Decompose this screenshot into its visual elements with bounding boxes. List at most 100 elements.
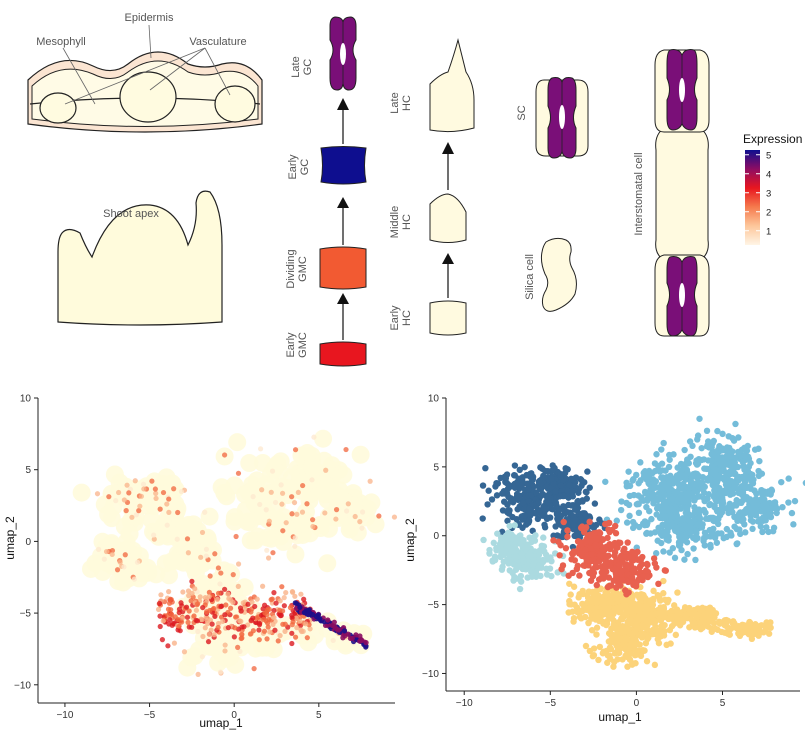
cluster-point: [637, 652, 645, 660]
cluster-point: [659, 475, 667, 483]
cluster-point: [675, 609, 683, 617]
cluster-point: [497, 534, 505, 541]
cluster-point: [725, 433, 732, 440]
cluster-point: [566, 580, 573, 587]
expression-point: [215, 624, 221, 631]
expression-point: [275, 638, 281, 644]
cluster-point: [635, 509, 643, 517]
cluster-point: [599, 536, 607, 543]
cluster-point: [599, 650, 607, 657]
cluster-point: [608, 625, 615, 632]
expression-point: [199, 529, 206, 536]
cluster-point: [516, 466, 523, 474]
cluster-point: [592, 609, 600, 616]
cluster-point: [690, 470, 697, 478]
cluster-point: [602, 544, 609, 551]
cluster-point: [633, 501, 641, 508]
expression-point: [283, 520, 289, 526]
expression-point: [200, 633, 206, 640]
cluster-point: [622, 587, 629, 594]
cluster-point: [690, 611, 697, 618]
cluster-point: [643, 567, 650, 574]
cluster-point: [587, 545, 594, 552]
expression-point: [103, 548, 110, 555]
cluster-point: [719, 494, 726, 502]
expression-point: [292, 634, 299, 640]
cluster-point: [685, 501, 692, 509]
background-cell: [105, 465, 124, 484]
cluster-point: [639, 647, 647, 654]
cluster-point: [651, 560, 659, 567]
background-cell: [138, 558, 157, 577]
background-cell: [286, 545, 305, 564]
cluster-point: [745, 483, 753, 491]
expression-point: [265, 624, 271, 630]
expression-point: [191, 613, 197, 619]
expression-point: [215, 590, 222, 596]
cluster-point: [626, 512, 633, 520]
expression-point: [249, 599, 255, 605]
expression-point: [223, 602, 229, 608]
cluster-point: [570, 583, 578, 590]
expression-point: [260, 583, 266, 589]
cluster-point: [607, 582, 615, 589]
cluster-point: [673, 512, 681, 519]
cluster-point: [572, 516, 579, 524]
expression-point: [155, 606, 162, 613]
cluster-point: [699, 617, 707, 624]
expression-point: [160, 618, 166, 624]
cluster-point: [666, 456, 673, 463]
cluster-point: [690, 534, 697, 542]
expression-point: [212, 551, 218, 557]
cluster-point: [620, 547, 627, 555]
cluster-point: [758, 487, 765, 495]
background-cell: [72, 483, 91, 502]
cluster-point: [552, 488, 559, 495]
legend-tick-label: 3: [766, 188, 771, 199]
cluster-point: [785, 499, 792, 506]
cluster-point: [578, 615, 585, 622]
expression-point: [94, 491, 101, 497]
expression-point: [289, 494, 295, 500]
cluster-point: [642, 489, 649, 497]
cluster-point: [572, 506, 579, 513]
cluster-point: [649, 619, 656, 626]
cluster-point: [508, 548, 515, 555]
cluster-point: [625, 596, 632, 604]
cluster-point: [666, 476, 673, 484]
expression-point: [359, 525, 365, 531]
cluster-point: [628, 574, 636, 581]
expression-point: [250, 494, 256, 500]
cluster-point: [692, 509, 700, 516]
expression-point: [214, 596, 220, 602]
cluster-point: [653, 505, 661, 512]
arrow-hc-head-2: [442, 142, 454, 154]
expression-point: [159, 637, 166, 643]
interstomatal-cell-label: Interstomatal cell: [633, 152, 645, 235]
expression-point-high: [349, 635, 355, 641]
cluster-point: [695, 521, 702, 528]
expression-point: [189, 578, 195, 584]
cluster-point: [720, 620, 727, 627]
cluster-point: [570, 521, 578, 528]
background-cell: [157, 468, 176, 487]
cluster-point: [511, 573, 518, 581]
interstomatal-diagram: Interstomatal cell: [633, 49, 710, 337]
cluster-point: [693, 461, 701, 468]
vasculature-pointer-1: [64, 47, 206, 105]
cluster-point: [560, 518, 567, 526]
cluster-point: [747, 516, 755, 524]
cluster-point: [707, 457, 715, 464]
cluster-point: [613, 517, 620, 524]
expression-point: [185, 619, 191, 625]
cluster-point: [517, 578, 525, 585]
cluster-point: [721, 629, 728, 636]
cluster-point: [637, 459, 644, 466]
cluster-point: [505, 529, 512, 536]
expression-point: [237, 648, 243, 654]
vasculature-label: Vasculature: [189, 36, 246, 48]
expression-point: [256, 637, 262, 643]
cluster-point: [493, 492, 501, 499]
cluster-point: [718, 447, 725, 454]
cluster-point: [745, 631, 753, 638]
